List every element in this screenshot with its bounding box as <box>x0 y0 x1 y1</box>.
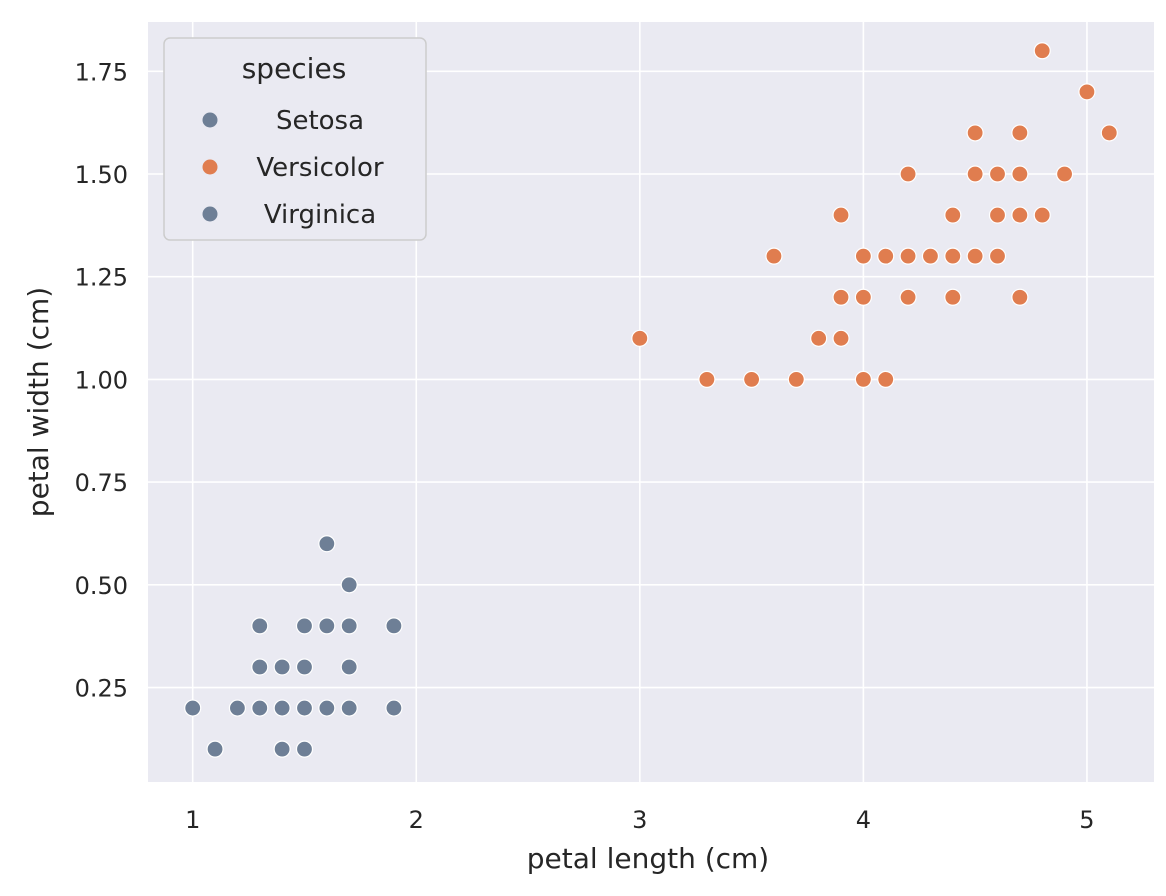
data-point <box>854 247 872 265</box>
legend-marker <box>202 112 218 128</box>
data-point <box>1055 165 1074 183</box>
data-point <box>295 699 314 717</box>
data-point <box>899 247 917 265</box>
data-point <box>832 288 850 306</box>
data-point <box>206 740 224 758</box>
data-point <box>966 247 984 265</box>
y-tick-label: 1.50 <box>75 161 128 189</box>
legend: species Setosa Versicolor Virginica <box>163 37 427 241</box>
data-point <box>318 699 336 717</box>
data-point <box>273 740 291 758</box>
legend-label: Virginica <box>264 200 376 230</box>
data-point <box>1011 124 1029 142</box>
data-point <box>899 288 917 306</box>
data-point <box>988 247 1007 265</box>
x-tick-label: 3 <box>632 806 647 834</box>
data-point <box>340 617 358 635</box>
data-point <box>295 617 314 635</box>
data-point <box>921 247 940 265</box>
data-point <box>184 699 202 717</box>
x-tick-label: 1 <box>185 806 200 834</box>
legend-label: Setosa <box>276 106 364 136</box>
legend-item-virginica: Virginica <box>202 200 376 230</box>
data-point <box>877 247 895 265</box>
data-point <box>1033 42 1051 60</box>
data-point <box>631 329 649 347</box>
data-point <box>251 699 269 717</box>
legend-marker <box>202 159 218 175</box>
data-point <box>318 535 336 553</box>
series-setosa <box>184 535 403 758</box>
data-point <box>765 247 783 265</box>
data-point <box>944 288 962 306</box>
data-point <box>832 206 850 224</box>
data-point <box>273 699 291 717</box>
data-point <box>295 658 314 676</box>
y-tick-labels: 0.25 0.50 0.75 1.00 1.25 1.50 1.75 <box>75 58 128 702</box>
data-point <box>385 699 403 717</box>
y-axis-label: petal width (cm) <box>22 287 55 517</box>
data-point <box>385 617 403 635</box>
x-tick-label: 2 <box>409 806 424 834</box>
x-tick-labels: 1 2 3 4 5 <box>185 806 1095 834</box>
series-versicolor <box>631 42 1118 389</box>
data-point <box>340 576 358 594</box>
data-point <box>1011 206 1029 224</box>
data-point <box>944 206 962 224</box>
data-point <box>810 329 828 347</box>
legend-title: species <box>242 52 347 85</box>
legend-entries: Setosa Versicolor Virginica <box>202 106 384 230</box>
data-point <box>854 288 872 306</box>
y-tick-label: 1.75 <box>75 58 128 86</box>
y-tick-label: 0.75 <box>75 469 128 497</box>
data-point <box>1078 83 1096 101</box>
data-point <box>854 370 872 389</box>
data-point <box>340 699 358 717</box>
data-point <box>1011 288 1029 306</box>
legend-marker <box>202 206 218 222</box>
legend-frame <box>163 37 427 241</box>
data-point <box>318 617 336 635</box>
data-point <box>698 370 716 389</box>
data-point <box>877 370 895 389</box>
data-point <box>787 370 805 389</box>
data-point <box>832 329 850 347</box>
data-point <box>966 165 984 183</box>
grid-lines <box>148 22 1154 782</box>
x-tick-label: 4 <box>856 806 871 834</box>
x-tick-label: 5 <box>1079 806 1094 834</box>
data-point <box>988 165 1007 183</box>
data-point <box>988 206 1007 224</box>
y-tick-label: 0.25 <box>75 675 128 703</box>
y-tick-label: 0.50 <box>75 572 128 600</box>
data-point <box>899 165 917 183</box>
data-points <box>184 42 1118 758</box>
legend-item-setosa: Setosa <box>202 106 364 136</box>
data-point <box>228 699 247 717</box>
data-point <box>944 247 962 265</box>
data-point <box>1100 124 1118 142</box>
data-point <box>251 617 269 635</box>
y-tick-label: 1.00 <box>75 366 128 394</box>
legend-label: Versicolor <box>256 153 384 183</box>
y-tick-label: 1.25 <box>75 264 128 292</box>
data-point <box>1033 206 1051 224</box>
data-point <box>295 740 314 758</box>
x-axis-label: petal length (cm) <box>527 842 769 875</box>
data-point <box>966 124 984 142</box>
data-point <box>340 658 358 676</box>
data-point <box>251 658 269 676</box>
data-point <box>742 370 761 389</box>
data-point <box>1011 165 1029 183</box>
data-point <box>273 658 291 676</box>
legend-item-versicolor: Versicolor <box>202 153 384 183</box>
